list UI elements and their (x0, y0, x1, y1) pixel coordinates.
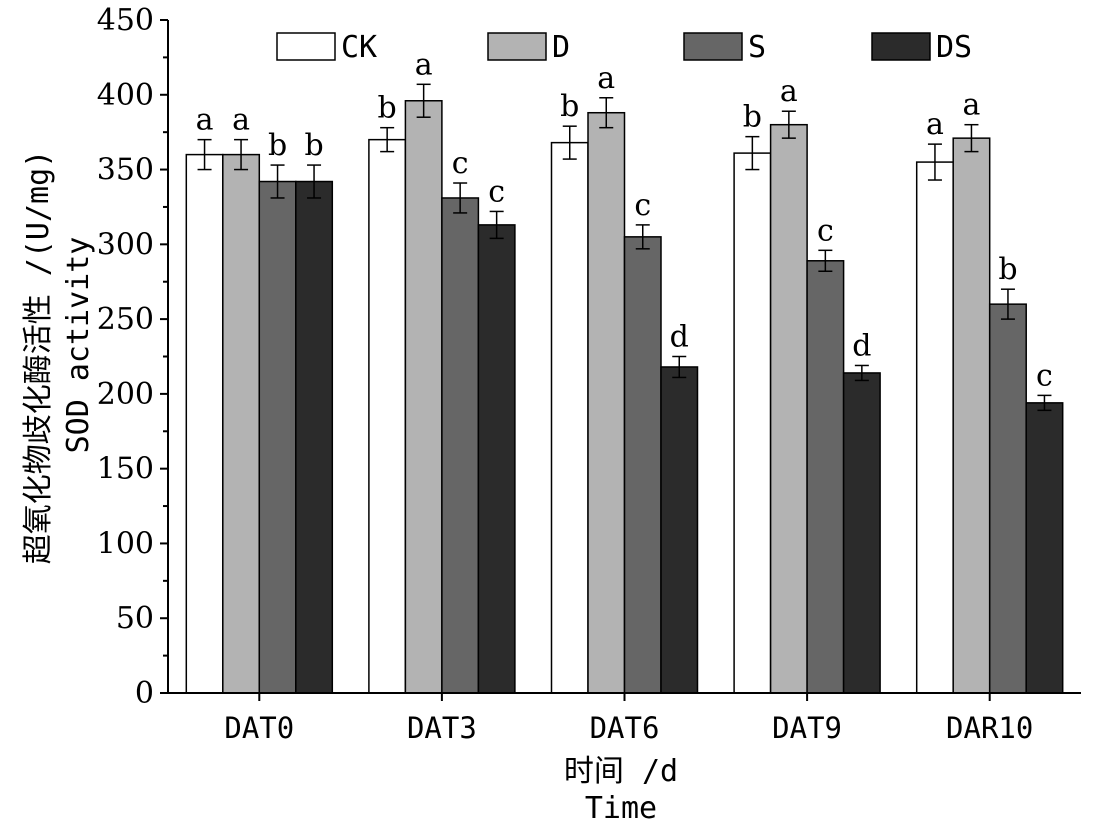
legend-label-d: D (552, 30, 570, 65)
y-axis-title-line2: SOD activity (61, 237, 96, 454)
significance-label: d (852, 328, 871, 363)
bar-d (404, 100, 443, 694)
legend-label-ds: DS (936, 30, 972, 65)
significance-label: a (963, 88, 981, 123)
x-category-label: DAT6 (590, 711, 660, 745)
legend-label-ck: CK (341, 30, 377, 65)
bar-ck (368, 138, 407, 694)
significance-label: a (196, 103, 214, 138)
legend-swatch-ck (276, 32, 336, 61)
y-tick-label: 400 (97, 78, 154, 113)
y-tick-label: 300 (97, 227, 154, 262)
axes-layer: 0 50 100 150 200 250 300 350 400 450 DAT0 DAT3 DAT6 D… (97, 3, 1081, 745)
legend-swatch-s (683, 32, 743, 61)
significance-label: c (488, 174, 505, 209)
y-axis-title-line1: 超氧化物歧化酶活性 /(U/mg) (21, 150, 56, 565)
legend-label-s: S (748, 30, 766, 65)
significance-label: b (743, 100, 762, 135)
y-tick-label: 200 (97, 377, 154, 412)
bar-d (769, 123, 808, 694)
legend: CK D S DS (276, 30, 972, 65)
bar-s (806, 260, 845, 694)
significance-label: b (998, 252, 1017, 287)
bar-ck (185, 153, 224, 694)
y-tick-label: 350 (97, 153, 154, 188)
bar-s (623, 236, 662, 694)
y-tick-label: 150 (97, 452, 154, 487)
x-axis-title-line1: 时间 /d (564, 754, 678, 789)
significance-label: b (378, 91, 397, 126)
y-tick-label: 250 (97, 302, 154, 337)
bar-d (587, 111, 626, 694)
significance-label: a (926, 107, 944, 142)
x-axis-title-line2: Time (585, 791, 657, 826)
significance-label: a (597, 61, 615, 96)
bar-d (952, 137, 991, 694)
significance-label: b (560, 89, 579, 124)
bar-ds (477, 224, 516, 694)
legend-swatch-ds (871, 32, 931, 61)
significance-label: d (670, 320, 689, 355)
significance-label: a (232, 103, 250, 138)
bar-s (441, 197, 480, 694)
significance-label: a (415, 47, 433, 82)
significance-label: c (817, 213, 834, 248)
significance-label: a (780, 74, 798, 109)
y-tick-label: 0 (135, 676, 154, 711)
bar-ck (550, 141, 589, 694)
x-category-label: DAT3 (407, 711, 477, 745)
y-tick-label: 100 (97, 526, 154, 561)
significance-label: c (452, 146, 469, 181)
bar-ds (1025, 402, 1064, 694)
bar-s (258, 180, 297, 694)
bar-s (988, 303, 1027, 694)
legend-swatch-d (487, 32, 547, 61)
bar-ds (660, 366, 699, 694)
bar-ck (915, 161, 954, 694)
bar-d (222, 153, 261, 694)
significance-label: c (634, 188, 651, 223)
bar-ds (295, 180, 334, 694)
significance-label: b (268, 128, 287, 163)
significance-label: b (304, 128, 323, 163)
significance-label: c (1036, 358, 1053, 393)
bar-ck (733, 152, 772, 694)
y-tick-label: 450 (97, 3, 154, 38)
x-category-label: DAT9 (772, 711, 842, 745)
x-category-label: DAT0 (224, 711, 294, 745)
x-category-label: DAR10 (946, 711, 1033, 745)
y-tick-label: 50 (116, 601, 154, 636)
bar-ds (842, 372, 881, 694)
